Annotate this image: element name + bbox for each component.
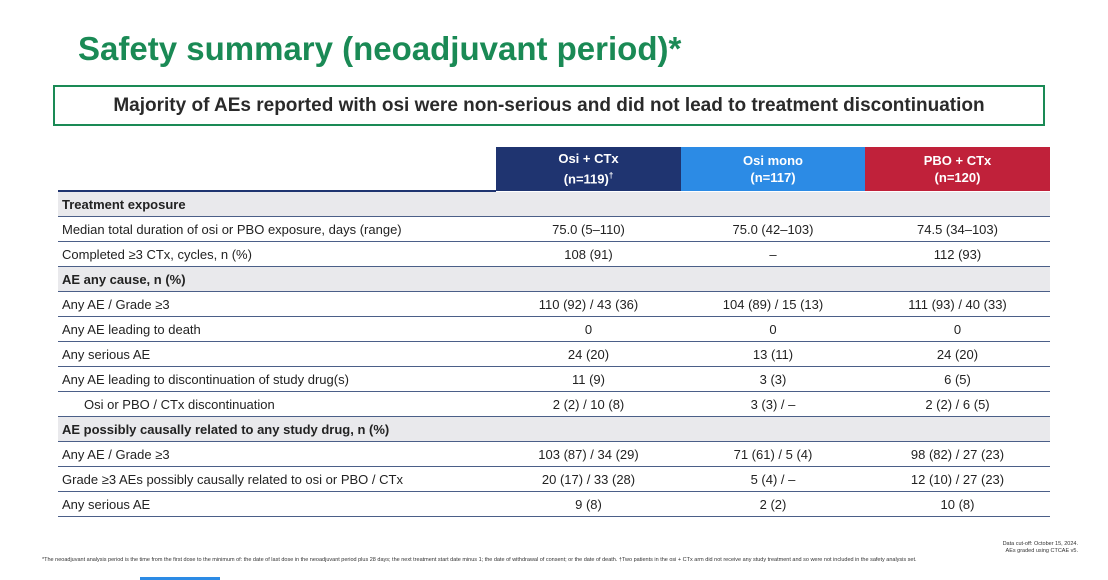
table-row: Any serious AE 24 (20) 13 (11) 24 (20) xyxy=(58,341,1050,367)
row-label: Completed ≥3 CTx, cycles, n (%) xyxy=(58,241,496,267)
osi-mono-value: 2 (2) xyxy=(681,491,865,517)
pbo-ctx-value: 111 (93) / 40 (33) xyxy=(865,291,1050,317)
header-osi-mono-label: Osi mono xyxy=(743,153,803,168)
table-row: Any AE / Grade ≥3 103 (87) / 34 (29) 71 … xyxy=(58,441,1050,467)
pbo-ctx-value: 6 (5) xyxy=(865,366,1050,392)
osi-ctx-value: 75.0 (5–110) xyxy=(496,216,681,242)
header-osi-ctx: Osi + CTx (n=119)† xyxy=(496,147,681,191)
row-label: Any AE / Grade ≥3 xyxy=(58,291,496,317)
osi-ctx-value: 24 (20) xyxy=(496,341,681,367)
osi-mono-value: 0 xyxy=(681,316,865,342)
osi-ctx-value: 20 (17) / 33 (28) xyxy=(496,466,681,492)
pbo-ctx-value: 24 (20) xyxy=(865,341,1050,367)
pbo-ctx-value: 112 (93) xyxy=(865,241,1050,267)
osi-mono-value: 13 (11) xyxy=(681,341,865,367)
pbo-ctx-value: 0 xyxy=(865,316,1050,342)
osi-ctx-value: 108 (91) xyxy=(496,241,681,267)
row-label: Any AE leading to death xyxy=(58,316,496,342)
osi-mono-value: 75.0 (42–103) xyxy=(681,216,865,242)
header-pbo-ctx-label: PBO + CTx xyxy=(923,153,992,168)
table-row: Any AE leading to death 0 0 0 xyxy=(58,316,1050,342)
table-header-row: Osi + CTx (n=119)† Osi mono (n=117) PBO … xyxy=(58,147,1050,192)
osi-mono-value: – xyxy=(681,241,865,267)
cutoff-date: Data cut-off: October 15, 2024. xyxy=(1002,541,1078,547)
table-row: Median total duration of osi or PBO expo… xyxy=(58,216,1050,242)
table-row: Completed ≥3 CTx, cycles, n (%) 108 (91)… xyxy=(58,241,1050,267)
header-osi-ctx-footnote-mark: † xyxy=(608,171,614,181)
header-pbo-ctx-n: (n=120) xyxy=(934,170,981,185)
row-label: Any serious AE xyxy=(58,491,496,517)
section-row: AE any cause, n (%) xyxy=(58,266,1050,292)
ae-grading-note: AEs graded using CTCAE v5. xyxy=(1005,548,1078,554)
section-label: Treatment exposure xyxy=(58,191,1050,217)
osi-ctx-value: 2 (2) / 10 (8) xyxy=(496,391,681,417)
header-osi-mono-n: (n=117) xyxy=(750,170,796,185)
bottom-decoration xyxy=(0,575,1108,580)
pbo-ctx-value: 74.5 (34–103) xyxy=(865,216,1050,242)
header-blank-cell xyxy=(58,147,496,192)
osi-mono-value: 3 (3) xyxy=(681,366,865,392)
table-row: Grade ≥3 AEs possibly causally related t… xyxy=(58,466,1050,492)
pbo-ctx-value: 12 (10) / 27 (23) xyxy=(865,466,1050,492)
row-label: Osi or PBO / CTx discontinuation xyxy=(58,391,496,417)
table-row: Any AE / Grade ≥3 110 (92) / 43 (36) 104… xyxy=(58,291,1050,317)
header-osi-ctx-label: Osi + CTx xyxy=(558,151,619,167)
table-row: Any AE leading to discontinuation of stu… xyxy=(58,366,1050,392)
row-label: Any AE / Grade ≥3 xyxy=(58,441,496,467)
osi-ctx-value: 11 (9) xyxy=(496,366,681,392)
row-label: Median total duration of osi or PBO expo… xyxy=(58,216,496,242)
osi-mono-value: 104 (89) / 15 (13) xyxy=(681,291,865,317)
pbo-ctx-value: 2 (2) / 6 (5) xyxy=(865,391,1050,417)
page-title: Safety summary (neoadjuvant period)* xyxy=(78,30,682,67)
data-cutoff-note: Data cut-off: October 15, 2024. AEs grad… xyxy=(1003,541,1078,555)
osi-mono-value: 5 (4) / – xyxy=(681,466,865,492)
footnote: *The neoadjuvant analysis period is the … xyxy=(42,557,917,563)
row-label: Any AE leading to discontinuation of stu… xyxy=(58,366,496,392)
safety-summary-table: Osi + CTx (n=119)† Osi mono (n=117) PBO … xyxy=(58,147,1050,517)
osi-ctx-value: 9 (8) xyxy=(496,491,681,517)
header-pbo-ctx: PBO + CTx (n=120) xyxy=(865,147,1050,191)
osi-ctx-value: 103 (87) / 34 (29) xyxy=(496,441,681,467)
header-osi-ctx-n: (n=119) xyxy=(563,171,609,187)
key-message-banner: Majority of AEs reported with osi were n… xyxy=(53,85,1045,126)
section-label: AE possibly causally related to any stud… xyxy=(58,416,1050,442)
osi-mono-value: 3 (3) / – xyxy=(681,391,865,417)
osi-mono-value: 71 (61) / 5 (4) xyxy=(681,441,865,467)
header-osi-mono: Osi mono (n=117) xyxy=(681,147,865,191)
section-label: AE any cause, n (%) xyxy=(58,266,1050,292)
pbo-ctx-value: 10 (8) xyxy=(865,491,1050,517)
pbo-ctx-value: 98 (82) / 27 (23) xyxy=(865,441,1050,467)
osi-ctx-value: 110 (92) / 43 (36) xyxy=(496,291,681,317)
row-label: Any serious AE xyxy=(58,341,496,367)
section-row: Treatment exposure xyxy=(58,191,1050,217)
bottom-accent-bar xyxy=(140,577,220,580)
row-label: Grade ≥3 AEs possibly causally related t… xyxy=(58,466,496,492)
osi-ctx-value: 0 xyxy=(496,316,681,342)
table-row: Any serious AE 9 (8) 2 (2) 10 (8) xyxy=(58,491,1050,517)
table-row: Osi or PBO / CTx discontinuation 2 (2) /… xyxy=(58,391,1050,417)
section-row: AE possibly causally related to any stud… xyxy=(58,416,1050,442)
